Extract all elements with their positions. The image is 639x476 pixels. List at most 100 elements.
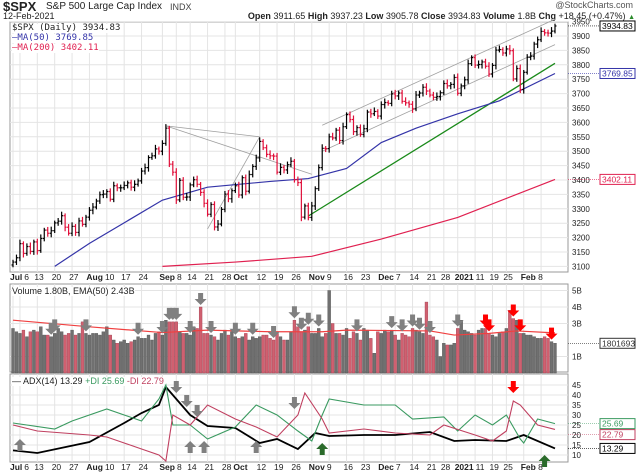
price-bar xyxy=(150,152,154,160)
gray-down-arrow-icon xyxy=(385,316,398,329)
volume-bar xyxy=(320,336,324,374)
x-tick-label: 7 xyxy=(396,272,401,282)
gray-up-arrow-icon xyxy=(250,441,263,453)
volume-bar xyxy=(369,338,373,374)
volume-y-tick-label: 4B xyxy=(572,303,582,312)
volume-bar xyxy=(87,334,92,374)
gray-down-arrow-icon xyxy=(180,395,193,407)
price-bar xyxy=(348,111,352,123)
price-bar xyxy=(532,41,536,60)
price-bar xyxy=(487,62,491,77)
volume-bar xyxy=(414,329,418,374)
price-y-tick-label: 3700 xyxy=(572,90,590,99)
x-tick-label: 12 xyxy=(257,272,267,282)
volume-bar xyxy=(174,321,178,374)
x-tick-label: 12 xyxy=(257,462,267,472)
x-tick-label: 28 xyxy=(441,272,451,282)
volume-bar xyxy=(185,333,189,374)
x-tick-label: 25 xyxy=(503,462,513,472)
price-y-tick-label: 3300 xyxy=(572,205,590,214)
volume-bar xyxy=(171,321,175,374)
price-bar xyxy=(115,183,119,192)
volume-bar xyxy=(233,336,237,374)
x-tick-label: 11 xyxy=(476,272,485,282)
price-bar xyxy=(164,124,168,146)
volume-bar xyxy=(317,328,321,374)
x-tick-label: 21 xyxy=(205,272,215,282)
x-tick-label: 19 xyxy=(274,462,284,472)
price-bar xyxy=(216,220,220,231)
price-bar xyxy=(70,222,74,237)
volume-bar xyxy=(421,333,425,374)
x-tick-label: 23 xyxy=(361,462,371,472)
last-mdi-label-text: 22.79 xyxy=(602,430,624,440)
volume-bar xyxy=(473,334,477,374)
volume-bar xyxy=(216,339,220,374)
price-bar xyxy=(289,157,293,168)
volume-bar xyxy=(525,334,529,374)
volume-bar xyxy=(247,339,251,374)
gray-down-arrow-icon xyxy=(48,319,61,332)
volume-bar xyxy=(237,338,241,374)
price-bar xyxy=(372,107,376,117)
price-bar xyxy=(411,101,415,113)
volume-bar xyxy=(459,320,463,374)
price-bar xyxy=(219,207,223,227)
gray-down-arrow-icon xyxy=(205,321,218,334)
price-bar xyxy=(404,97,408,106)
x-tick-label: 11 xyxy=(476,462,485,472)
price-bar xyxy=(484,58,488,69)
x-tick-label: 8 xyxy=(538,462,543,472)
gray-down-arrow-icon xyxy=(184,321,197,334)
price-y-tick-label: 3450 xyxy=(572,162,590,171)
volume-bar xyxy=(254,338,258,374)
red-down-arrow-icon xyxy=(482,319,495,332)
green-up-arrow-icon xyxy=(538,455,551,467)
last-ma200-label-text: 3402.11 xyxy=(602,174,632,184)
price-y-tick-label: 3600 xyxy=(572,118,590,127)
mdi-line xyxy=(12,391,556,463)
price-bar xyxy=(14,254,18,265)
price-bar xyxy=(383,98,387,109)
volume-ema-line xyxy=(12,319,556,336)
price-bar xyxy=(254,154,258,170)
price-bar xyxy=(188,182,192,202)
volume-bar xyxy=(271,339,276,374)
volume-bar xyxy=(240,336,244,374)
price-bar xyxy=(133,180,137,192)
volume-bar xyxy=(435,339,439,374)
price-bar xyxy=(334,127,338,141)
gray-down-arrow-icon xyxy=(267,326,280,338)
price-bar xyxy=(525,54,529,75)
x-tick-label: 16 xyxy=(344,272,354,282)
price-bar xyxy=(536,36,540,49)
volume-bar xyxy=(334,333,338,374)
volume-bar xyxy=(112,339,116,374)
price-bar xyxy=(518,64,522,94)
price-bar xyxy=(285,161,289,174)
green-up-arrow-icon xyxy=(316,443,329,455)
volume-bar xyxy=(546,338,550,374)
volume-bar xyxy=(518,333,522,374)
last-ma50-label: 3769.85 xyxy=(568,67,636,79)
volume-bar xyxy=(70,329,74,374)
price-bar xyxy=(515,65,519,82)
gray-down-arrow-icon xyxy=(413,317,426,330)
volume-bar xyxy=(303,329,307,374)
price-bar xyxy=(414,91,418,112)
volume-bar xyxy=(529,334,533,374)
x-tick-label: 25 xyxy=(503,272,513,282)
last-pdi-label: 25.69 xyxy=(568,418,636,430)
x-tick-label: 14 xyxy=(410,462,420,472)
price-bar xyxy=(320,144,324,171)
price-bar xyxy=(393,89,397,100)
price-bar xyxy=(473,54,477,68)
volume-bar xyxy=(452,343,456,374)
price-bar xyxy=(511,48,515,82)
x-tick-label: 23 xyxy=(361,272,371,282)
volume-bar xyxy=(289,331,293,374)
volume-bar xyxy=(150,339,154,374)
price-bar xyxy=(424,83,428,96)
price-y-tick-label: 3200 xyxy=(572,234,590,243)
price-y-tick-label: 3900 xyxy=(572,32,590,41)
